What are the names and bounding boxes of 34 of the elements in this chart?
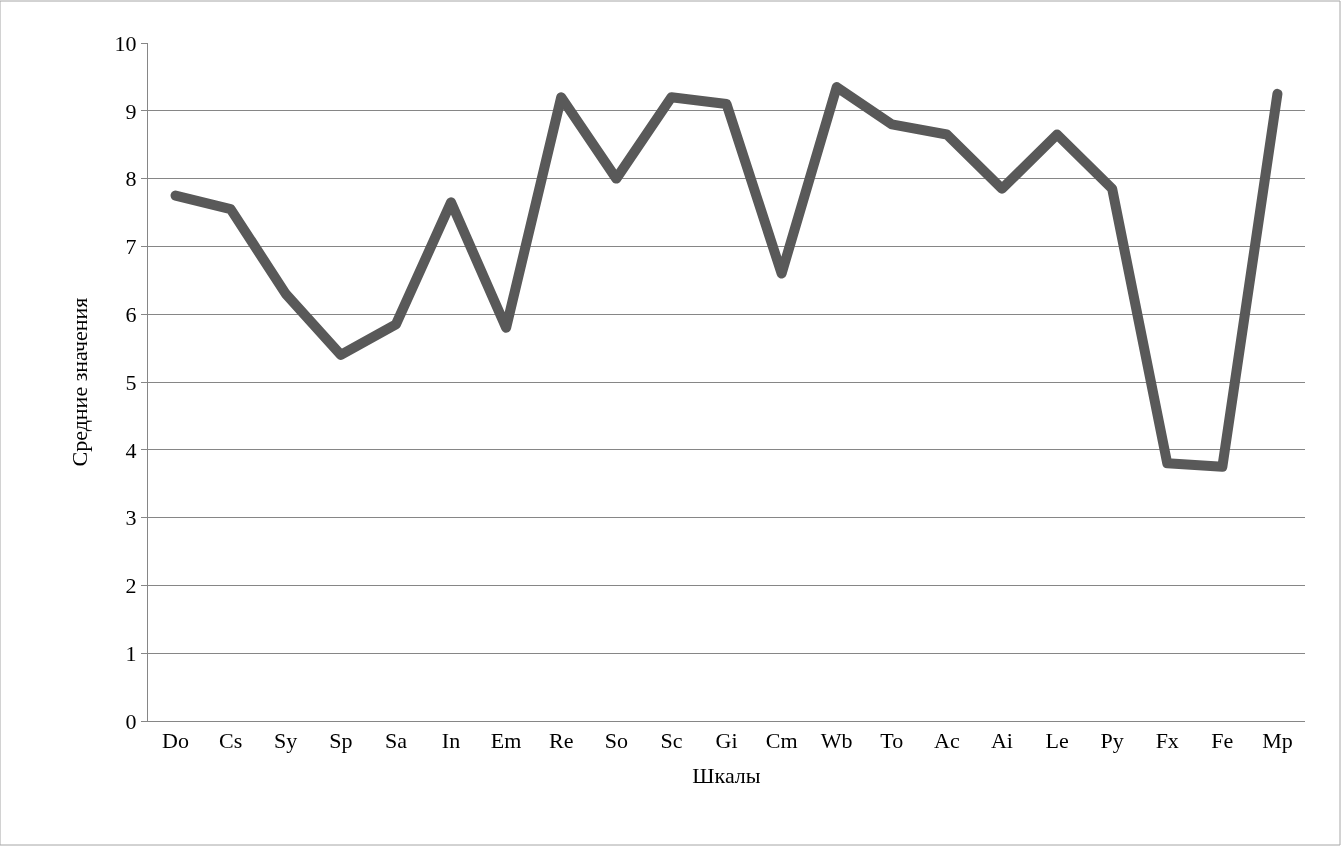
y-tick-label: 3 (125, 505, 137, 531)
x-tick-label: Fe (1211, 728, 1234, 754)
y-tick-label: 6 (125, 301, 137, 327)
x-tick-label: Mp (1262, 728, 1293, 754)
x-tick-label: Ai (990, 728, 1013, 754)
y-axis-title: Средние значения (67, 297, 93, 467)
x-tick-label: Cm (765, 728, 798, 754)
x-tick-label: Fx (1155, 728, 1179, 754)
x-tick-label: Ac (934, 728, 960, 754)
y-tick-label: 2 (125, 573, 137, 599)
x-tick-label: Sy (274, 728, 298, 754)
x-tick-label: Py (1100, 728, 1124, 754)
x-tick-label: To (880, 728, 904, 754)
y-tick-label: 5 (125, 369, 137, 395)
x-tick-label: Le (1045, 728, 1069, 754)
y-tick-label: 4 (125, 437, 137, 463)
x-tick-label: Wb (820, 728, 853, 754)
x-tick-label: Cs (219, 728, 243, 754)
y-tick-label: 0 (125, 708, 137, 734)
x-tick-label: Sc (660, 728, 683, 754)
x-tick-label: Do (162, 728, 189, 754)
y-tick-label: 9 (125, 98, 137, 124)
y-tick-label: 10 (114, 30, 137, 56)
x-axis-title: Шкалы (692, 763, 761, 789)
x-tick-label: In (441, 728, 461, 754)
y-tick-label: 1 (125, 640, 137, 666)
x-tick-label: Sp (329, 728, 353, 754)
x-tick-label: Re (548, 728, 574, 754)
x-tick-label: Em (490, 728, 522, 754)
y-tick-label: 8 (125, 166, 137, 192)
x-tick-label: Sa (384, 728, 408, 754)
x-tick-label: Gi (715, 728, 738, 754)
y-tick-label: 7 (125, 234, 137, 260)
x-tick-label: So (604, 728, 628, 754)
